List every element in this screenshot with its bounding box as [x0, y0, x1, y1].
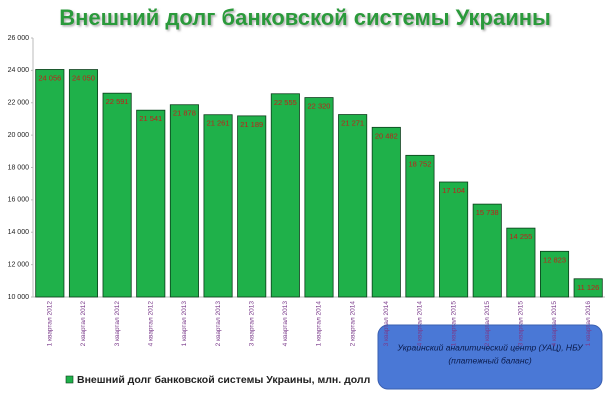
- bar: [169, 104, 199, 298]
- x-tick-label: 3 квартал 2013: [248, 301, 255, 347]
- legend-label: Внешний долг банковской системы Украины,…: [77, 374, 370, 386]
- bar: [472, 203, 502, 298]
- x-tick-label: 4 квартал 2015: [551, 301, 558, 347]
- value-label: 11 126: [577, 283, 599, 292]
- value-label: 12 823: [543, 255, 566, 264]
- bar: [371, 126, 401, 298]
- bar: [203, 114, 233, 298]
- x-tick-label: 1 квартал 2016: [585, 301, 592, 347]
- bar: [338, 114, 368, 298]
- bar: [405, 154, 435, 298]
- value-label: 18 752: [408, 159, 431, 168]
- x-tick-label: 3 квартал 2012: [114, 301, 121, 347]
- x-tick-label: 1 квартал 2013: [181, 301, 188, 347]
- x-tick-label: 1 квартал 2014: [316, 301, 323, 347]
- value-label: 20 482: [375, 131, 398, 140]
- y-tick-label: 20 000: [8, 132, 30, 139]
- value-label: 22 591: [106, 97, 129, 106]
- y-tick-label: 14 000: [8, 229, 30, 236]
- source-line: Украинский аналитический центр (УАЦ), НБ…: [396, 342, 584, 352]
- chart-title: Внешний долг банковской системы Украины: [59, 5, 551, 30]
- x-tick-label: 4 квартал 2014: [417, 301, 424, 347]
- x-tick-label: 1 квартал 2015: [450, 301, 457, 347]
- x-tick-label: 3 квартал 2014: [383, 301, 390, 347]
- bar: [237, 115, 267, 298]
- value-label: 21 261: [207, 119, 230, 128]
- value-label: 22 555: [274, 98, 297, 107]
- value-label: 21 541: [139, 114, 162, 123]
- value-label: 21 878: [173, 109, 196, 118]
- y-tick-label: 10 000: [8, 294, 30, 301]
- bar: [102, 92, 132, 298]
- value-label: 14 255: [509, 232, 532, 241]
- y-tick-label: 12 000: [8, 261, 30, 268]
- bar: [304, 97, 334, 298]
- value-label: 17 104: [442, 186, 465, 195]
- bar: [539, 250, 570, 298]
- value-label: 24 050: [72, 74, 95, 83]
- x-tick-label: 4 квартал 2012: [147, 301, 154, 347]
- source-line: (платежный баланс): [448, 355, 531, 365]
- x-tick-label: 2 квартал 2013: [215, 301, 222, 347]
- value-label: 15 738: [476, 208, 499, 217]
- x-tick-label: 2 квартал 2014: [349, 301, 356, 347]
- x-tick-label: 4 квартал 2013: [282, 301, 289, 347]
- value-label: 21 189: [240, 120, 263, 129]
- bar: [506, 227, 536, 298]
- bar: [439, 181, 469, 298]
- bar: [573, 278, 603, 298]
- x-tick-label: 3 квартал 2015: [518, 301, 525, 347]
- y-tick-label: 16 000: [8, 197, 30, 204]
- y-tick-label: 24 000: [8, 67, 30, 74]
- y-tick-label: 22 000: [8, 100, 30, 107]
- value-label: 22 320: [308, 102, 331, 111]
- x-tick-label: 1 квартал 2012: [47, 301, 54, 347]
- bar: [35, 69, 65, 298]
- x-tick-label: 2 квартал 2012: [80, 301, 87, 347]
- source-box: [377, 324, 603, 390]
- bar: [136, 109, 166, 298]
- value-label: 24 056: [38, 73, 61, 82]
- bar: [68, 69, 99, 298]
- y-tick-label: 26 000: [8, 35, 30, 42]
- value-label: 21 271: [341, 119, 364, 128]
- bar: [270, 93, 300, 298]
- legend-swatch: [65, 375, 74, 384]
- x-tick-label: 2 квартал 2015: [484, 301, 491, 347]
- y-tick-label: 18 000: [8, 164, 30, 171]
